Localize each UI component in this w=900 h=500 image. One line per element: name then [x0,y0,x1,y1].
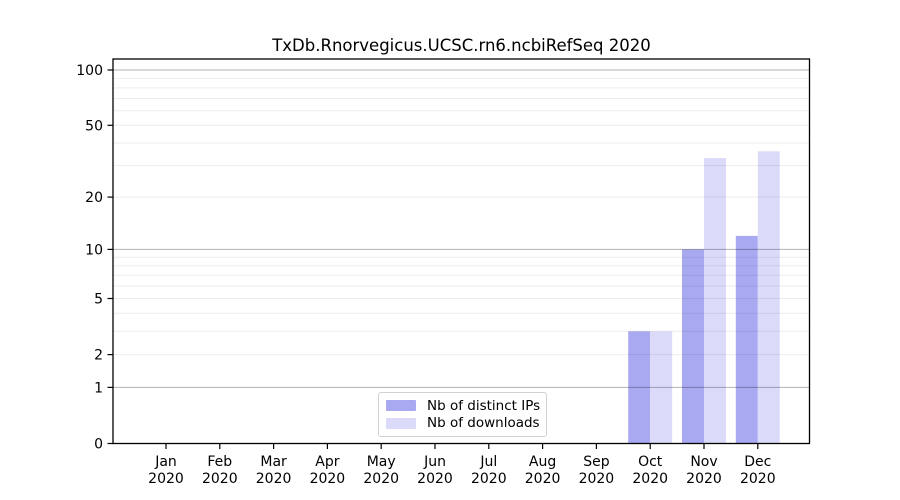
chart-title: TxDb.Rnorvegicus.UCSC.rn6.ncbiRefSeq 202… [272,36,651,55]
bar-downloads-oct [650,331,673,444]
x-tick-label: Jul 2020 [471,454,507,487]
y-tick-label: 20 [85,190,103,206]
y-tick-label: 2 [94,348,103,364]
legend: Nb of distinct IPs Nb of downloads [378,392,547,437]
x-tick-label: Dec 2020 [740,454,776,487]
x-tick-label: Aug 2020 [525,454,561,487]
y-tick-label: 1 [94,380,103,396]
legend-label-downloads: Nb of downloads [427,415,540,432]
plot-border [112,58,811,445]
x-tick-label: Jan 2020 [148,454,184,487]
y-tick-label: 100 [76,63,103,79]
bar-distinct-ips-oct [628,331,651,444]
x-tick-label: May 2020 [363,454,399,487]
legend-item-downloads: Nb of downloads [386,415,546,432]
legend-swatch-downloads [386,417,416,429]
y-tick-label: 5 [94,292,103,308]
y-tick-label: 0 [94,437,103,453]
x-tick-label: Nov 2020 [686,454,722,487]
x-tick-label: Oct 2020 [632,454,668,487]
legend-swatch-distinct-ips [386,400,416,412]
bar-downloads-dec [757,151,780,444]
legend-label-distinct-ips: Nb of distinct IPs [427,397,541,414]
legend-item-distinct-ips: Nb of distinct IPs [386,397,546,414]
x-tick-label: Jun 2020 [417,454,453,487]
x-tick-label: Apr 2020 [310,454,346,487]
x-tick-label: Feb 2020 [202,454,238,487]
bar-downloads-nov [704,158,726,444]
bar-distinct-ips-nov [682,249,704,444]
y-tick-label: 10 [85,242,103,258]
bar-distinct-ips-dec [735,235,758,444]
x-tick-label: Mar 2020 [256,454,292,487]
x-tick-label: Sep 2020 [579,454,615,487]
y-tick-label: 50 [85,118,103,134]
